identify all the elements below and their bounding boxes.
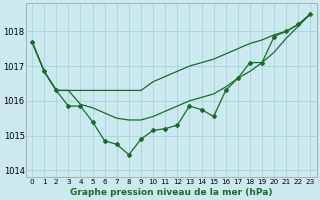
X-axis label: Graphe pression niveau de la mer (hPa): Graphe pression niveau de la mer (hPa) bbox=[70, 188, 273, 197]
